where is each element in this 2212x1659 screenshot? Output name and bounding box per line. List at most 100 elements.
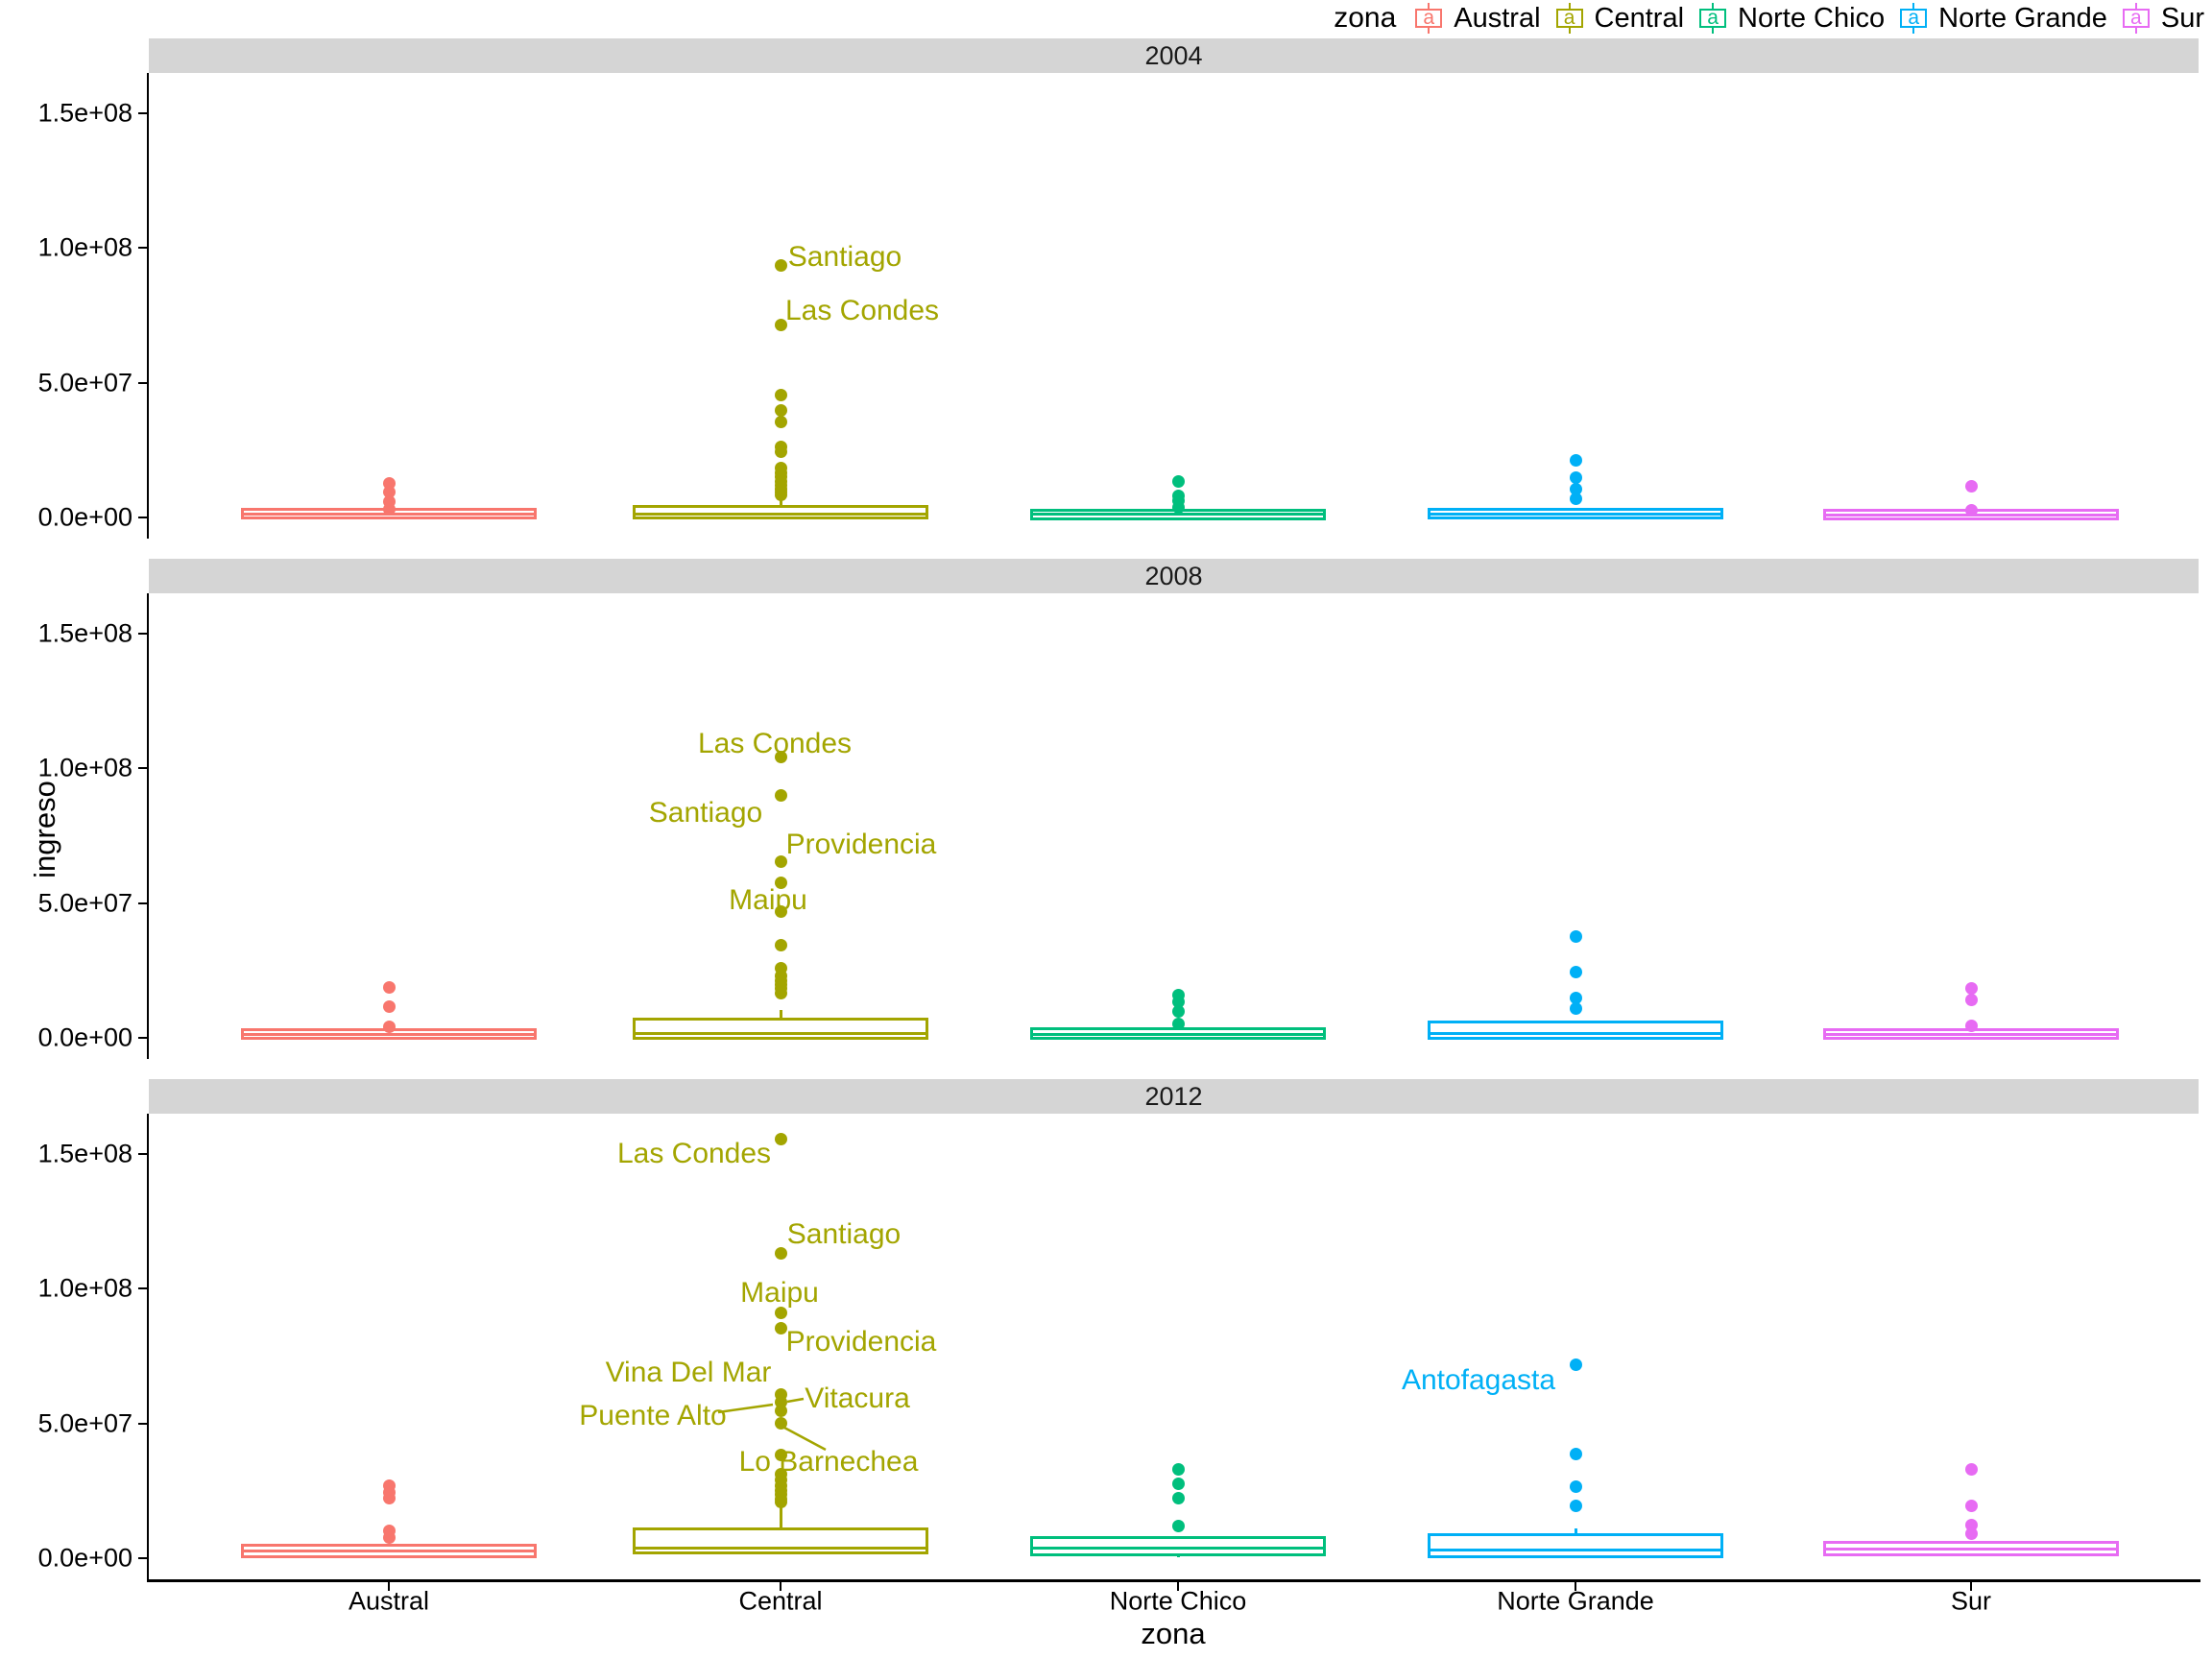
y-tick-label: 5.0e+07 xyxy=(37,1408,132,1438)
outlier-dot xyxy=(774,751,787,764)
boxplot-median xyxy=(1428,1031,1723,1035)
upper-whisker xyxy=(779,1505,782,1531)
y-tick-label: 1.5e+08 xyxy=(37,1139,132,1168)
annotation-label: Vina Del Mar xyxy=(605,1357,772,1388)
x-tick xyxy=(388,1582,390,1591)
outlier-dot xyxy=(1964,480,1978,493)
boxplot-median xyxy=(1030,1547,1326,1551)
outlier-dot xyxy=(382,981,396,995)
x-tick xyxy=(1575,1582,1576,1591)
boxplot-key-icon: a xyxy=(1697,3,1728,34)
outlier-dot xyxy=(1569,471,1582,485)
x-tick-label-sur: Sur xyxy=(1950,1586,1992,1616)
facet-strip-2004: 2004 xyxy=(149,38,2199,73)
x-tick xyxy=(780,1582,781,1591)
annotation-label: Vitacura xyxy=(805,1382,910,1414)
facet-strip-2012: 2012 xyxy=(149,1079,2199,1114)
outlier-dot xyxy=(774,876,787,889)
annotation-label: Lo Barnechea xyxy=(738,1446,919,1478)
outlier-dot xyxy=(774,987,787,1000)
outlier-dot xyxy=(1171,500,1185,514)
x-tick xyxy=(1177,1582,1179,1591)
annotation-label: Las Condes xyxy=(784,295,940,326)
annotation-label: Las Condes xyxy=(697,728,853,759)
y-tick-label: 5.0e+07 xyxy=(37,888,132,918)
boxplot-box-norte-grande xyxy=(1428,1532,1723,1559)
annotation-label: Providencia xyxy=(785,829,937,860)
annotation-label: Maipu xyxy=(729,884,807,916)
y-tick xyxy=(138,767,148,770)
y-tick xyxy=(138,1556,148,1559)
outlier-dot xyxy=(774,445,787,458)
outlier-dot xyxy=(1569,1500,1582,1513)
y-tick-label: 5.0e+07 xyxy=(37,368,132,397)
x-axis-line xyxy=(147,1579,2200,1582)
x-tick-label-norte-grande: Norte Grande xyxy=(1497,1586,1654,1616)
y-tick xyxy=(138,902,148,904)
annotation-label: Las Condes xyxy=(616,1138,772,1169)
outlier-dot xyxy=(774,1321,787,1334)
outlier-dot xyxy=(1569,1358,1582,1371)
upper-whisker xyxy=(779,1010,782,1022)
outlier-dot xyxy=(774,258,787,272)
outlier-dot xyxy=(774,1448,787,1461)
upper-whisker xyxy=(1574,1527,1577,1536)
outlier-dot xyxy=(1171,474,1185,488)
y-axis-title: ingreso xyxy=(27,781,61,878)
y-tick-label: 0.0e+00 xyxy=(37,502,132,532)
y-tick-label: 1.5e+08 xyxy=(37,98,132,128)
outlier-dot xyxy=(1171,1463,1185,1477)
annotation-label: Santiago xyxy=(786,1218,902,1250)
outlier-dot xyxy=(382,1020,396,1033)
y-tick-label: 1.0e+08 xyxy=(37,753,132,782)
annotation-label: Puente Alto xyxy=(579,1400,727,1431)
y-tick xyxy=(138,632,148,635)
boxplot-median xyxy=(633,1031,928,1035)
outlier-dot xyxy=(1964,1463,1978,1477)
boxplot-median xyxy=(1428,1549,1723,1552)
outlier-dot xyxy=(382,1000,396,1014)
boxplot-median xyxy=(241,1550,537,1553)
outlier-dot xyxy=(382,503,396,517)
x-tick-label-austral: Austral xyxy=(348,1586,430,1616)
outlier-dot xyxy=(1964,994,1978,1007)
outlier-dot xyxy=(774,1404,787,1417)
outlier-dot xyxy=(774,1247,787,1261)
legend-title: zona xyxy=(1334,2,1397,34)
y-tick xyxy=(138,1152,148,1155)
boxplot-box-norte-grande xyxy=(1428,1021,1723,1040)
annotation-label: Providencia xyxy=(785,1326,937,1358)
legend-item-label: Austral xyxy=(1454,2,1541,34)
annotation-leader-line xyxy=(786,1397,805,1404)
outlier-dot xyxy=(1964,1499,1978,1512)
boxplot-median xyxy=(1428,513,1723,517)
boxplot-median xyxy=(1030,513,1326,517)
outlier-dot xyxy=(774,1132,787,1145)
outlier-dot xyxy=(1171,1520,1185,1533)
outlier-dot xyxy=(1569,492,1582,505)
y-tick xyxy=(138,381,148,384)
boxplot-median xyxy=(241,1032,537,1036)
y-tick xyxy=(138,111,148,114)
outlier-dot xyxy=(1171,1477,1185,1490)
legend-item-norte-chico: a Norte Chico xyxy=(1697,3,1885,35)
annotation-label: Antofagasta xyxy=(1401,1364,1556,1396)
facet-strip-label: 2004 xyxy=(1144,40,1203,70)
outlier-dot xyxy=(1171,1018,1185,1031)
y-axis-line xyxy=(147,73,149,539)
x-tick xyxy=(1970,1582,1972,1591)
outlier-dot xyxy=(774,788,787,802)
boxplot-key-icon: a xyxy=(1413,3,1444,34)
outlier-dot xyxy=(774,854,787,868)
boxplot-median xyxy=(633,1547,928,1551)
outlier-dot xyxy=(1569,1002,1582,1016)
outlier-dot xyxy=(774,488,787,501)
boxplot-box-central xyxy=(633,1527,928,1554)
boxplot-box-central xyxy=(633,1018,928,1040)
legend-item-central: a Central xyxy=(1554,3,1684,35)
legend-item-label: Norte Grande xyxy=(1938,2,2107,34)
facet-strip-label: 2008 xyxy=(1144,561,1203,590)
boxplot-median xyxy=(1823,1033,2119,1037)
legend-item-label: Norte Chico xyxy=(1738,2,1886,34)
